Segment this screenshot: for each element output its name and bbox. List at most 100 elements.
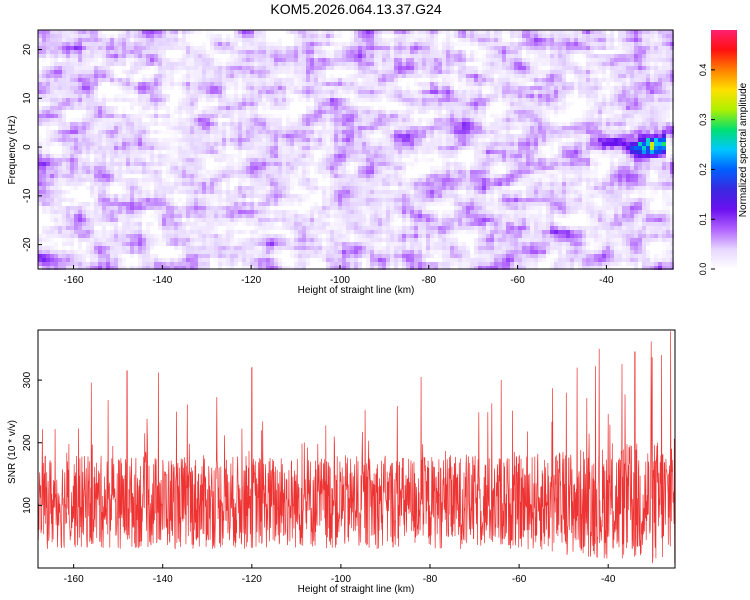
- heatmap-cell: [146, 154, 150, 158]
- heatmap-cell: [154, 106, 158, 110]
- heatmap-cell: [658, 66, 662, 70]
- heatmap-cell: [610, 150, 614, 154]
- heatmap-cell: [322, 138, 326, 142]
- heatmap-cell: [398, 122, 402, 126]
- heatmap-cell: [378, 126, 382, 130]
- heatmap-cell: [330, 154, 334, 158]
- heatmap-cell: [386, 58, 390, 62]
- heatmap-cell: [114, 54, 118, 58]
- heatmap-cell: [578, 74, 582, 78]
- heatmap-cell: [110, 126, 114, 130]
- heatmap-cell: [510, 158, 514, 162]
- heatmap-cell: [410, 146, 414, 150]
- heatmap-cell: [438, 102, 442, 106]
- heatmap-cell: [438, 82, 442, 86]
- heatmap-cell: [174, 126, 178, 130]
- heatmap-cell: [594, 138, 598, 142]
- heatmap-cell: [66, 102, 70, 106]
- heatmap-cell: [322, 34, 326, 38]
- heatmap-cell: [314, 98, 318, 102]
- heatmap-cell: [638, 150, 642, 154]
- heatmap-cell: [478, 30, 482, 34]
- heatmap-cell: [614, 106, 618, 110]
- heatmap-cell: [102, 118, 106, 122]
- heatmap-cell: [514, 74, 518, 78]
- heatmap-cell: [350, 134, 354, 138]
- heatmap-cell: [642, 58, 646, 62]
- heatmap-cell: [418, 130, 422, 134]
- heatmap-cell: [490, 90, 494, 94]
- heatmap-cell: [398, 162, 402, 166]
- heatmap-cell: [466, 66, 470, 70]
- heatmap-cell: [638, 34, 642, 38]
- heatmap-cell: [618, 94, 622, 98]
- heatmap-cell: [386, 50, 390, 54]
- heatmap-cell: [450, 78, 454, 82]
- heatmap-cell: [218, 66, 222, 70]
- heatmap-cell: [410, 150, 414, 154]
- heatmap-cell: [62, 82, 66, 86]
- heatmap-cell: [458, 42, 462, 46]
- heatmap-cell: [74, 30, 78, 34]
- heatmap-cell: [386, 70, 390, 74]
- heatmap-cell: [478, 126, 482, 130]
- heatmap-cell: [510, 54, 514, 58]
- heatmap-cell: [266, 78, 270, 82]
- heatmap-cell: [522, 42, 526, 46]
- heatmap-cell: [454, 62, 458, 66]
- heatmap-cell: [658, 134, 662, 138]
- heatmap-cell: [270, 150, 274, 154]
- heatmap-cell: [370, 50, 374, 54]
- heatmap-cell: [138, 114, 142, 118]
- heatmap-cell: [118, 46, 122, 50]
- heatmap-cell: [526, 74, 530, 78]
- heatmap-cell: [206, 146, 210, 150]
- heatmap-cell: [322, 150, 326, 154]
- heatmap-cell: [322, 106, 326, 110]
- heatmap-cell: [530, 90, 534, 94]
- heatmap-cell: [318, 134, 322, 138]
- heatmap-cell: [538, 134, 542, 138]
- heatmap-cell: [478, 106, 482, 110]
- heatmap-cell: [582, 74, 586, 78]
- heatmap-cell: [326, 146, 330, 150]
- heatmap-cell: [146, 62, 150, 66]
- heatmap-cell: [530, 158, 534, 162]
- heatmap-cell: [86, 158, 90, 162]
- heatmap-cell: [582, 130, 586, 134]
- heatmap-cell: [538, 118, 542, 122]
- heatmap-cell: [258, 62, 262, 66]
- heatmap-cell: [142, 162, 146, 166]
- heatmap-cell: [434, 74, 438, 78]
- heatmap-cell: [94, 38, 98, 42]
- heatmap-cell: [634, 86, 638, 90]
- heatmap-cell: [442, 94, 446, 98]
- heatmap-cell: [386, 74, 390, 78]
- heatmap-cell: [74, 54, 78, 58]
- heatmap-cell: [406, 74, 410, 78]
- heatmap-cell: [186, 110, 190, 114]
- heatmap-cell: [94, 142, 98, 146]
- heatmap-cell: [378, 42, 382, 46]
- heatmap-cell: [438, 70, 442, 74]
- heatmap-cell: [642, 162, 646, 166]
- heatmap-cell: [274, 78, 278, 82]
- heatmap-cell: [362, 78, 366, 82]
- heatmap-cell: [366, 38, 370, 42]
- heatmap-cell: [646, 50, 650, 54]
- heatmap-cell: [610, 162, 614, 166]
- heatmap-cell: [94, 74, 98, 78]
- heatmap-cell: [122, 126, 126, 130]
- heatmap-cell: [190, 58, 194, 62]
- heatmap-cell: [558, 38, 562, 42]
- heatmap-cell: [646, 114, 650, 118]
- heatmap-cell: [282, 90, 286, 94]
- heatmap-cell: [38, 42, 42, 46]
- heatmap-cell: [170, 66, 174, 70]
- heatmap-cell: [458, 66, 462, 70]
- heatmap-cell: [282, 70, 286, 74]
- heatmap-cell: [238, 94, 242, 98]
- heatmap-cell: [470, 30, 474, 34]
- heatmap-cell: [326, 102, 330, 106]
- heatmap-cell: [618, 70, 622, 74]
